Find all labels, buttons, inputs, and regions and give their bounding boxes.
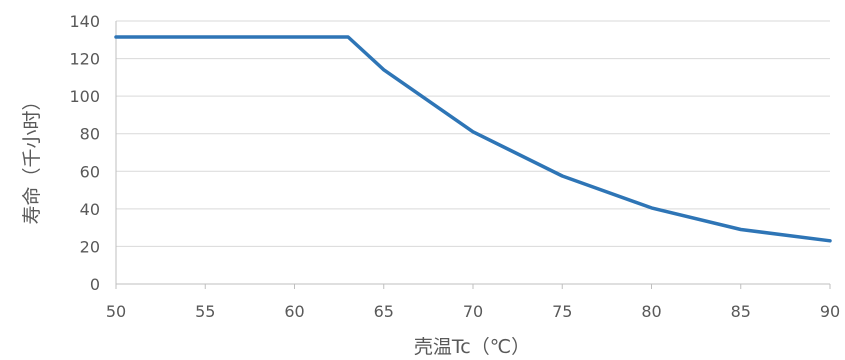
x-tick-labels: 50 55 60 65 70 75 80 85 90 [106,302,840,321]
x-tick-label: 50 [106,302,126,321]
x-axis-title: 壳温Tc（℃） [414,336,530,358]
grid-lines [116,20,830,247]
x-tick-label: 85 [731,302,751,321]
x-tick-label: 80 [641,302,661,321]
y-tick-label: 20 [80,237,100,256]
x-tick-label: 75 [552,302,572,321]
y-tick-label: 80 [80,125,100,144]
series-layer [114,35,832,243]
x-tick-label: 90 [820,302,840,321]
y-axis-title: 寿命（千小时） [21,91,43,224]
series-line-0 [114,35,832,243]
y-tick-label: 100 [69,87,100,106]
y-tick-label: 40 [80,200,100,219]
x-tick-label: 65 [374,302,394,321]
y-tick-labels: 0 20 40 60 80 100 120 140 [69,12,100,294]
y-tick-label: 60 [80,162,100,181]
y-tick-label: 120 [69,50,100,69]
axes [115,21,831,289]
x-tick-label: 60 [284,302,304,321]
x-tick-label: 55 [195,302,215,321]
y-tick-label: 140 [69,12,100,31]
y-tick-label: 0 [90,275,100,294]
x-tick-label: 70 [463,302,483,321]
